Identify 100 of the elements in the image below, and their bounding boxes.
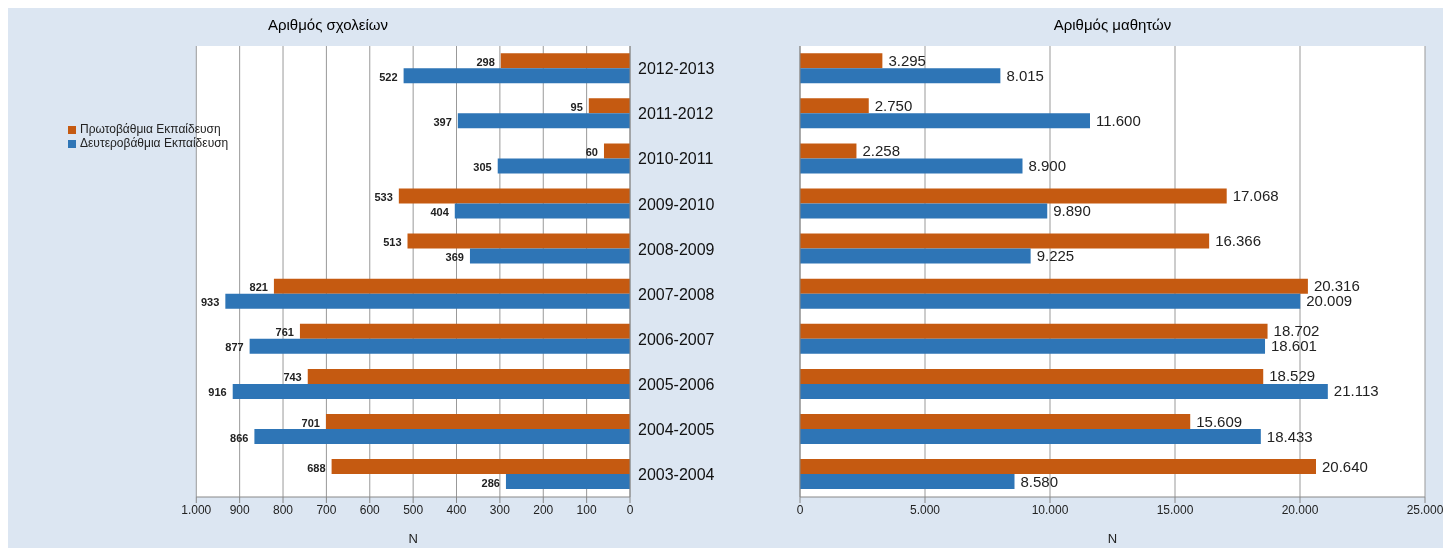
bar [505,474,630,490]
bar [800,98,869,114]
bar [232,383,630,399]
bar [800,278,1308,294]
legend-label: Πρωτοβάθμια Εκπαίδευση [80,122,221,136]
data-label: 21.113 [1333,382,1379,400]
bar [407,233,630,249]
y-tick-label: 2003-2004 [638,466,715,484]
x-tick-label: 100 [576,502,597,517]
bar [800,323,1268,339]
bar [398,188,630,204]
data-label: 8.580 [1020,472,1059,490]
data-label: 286 [481,476,500,489]
bar [800,429,1261,445]
data-label: 15.609 [1196,412,1243,430]
x-axis-title: N [1107,531,1118,546]
data-label: 2.750 [874,96,913,114]
bar [800,368,1264,384]
bar [225,293,630,309]
x-tick-label: 900 [229,502,250,517]
bar [800,143,857,159]
bar [800,113,1090,129]
data-label: 18.433 [1266,427,1313,445]
data-label: 369 [445,251,464,264]
data-label: 3.295 [888,51,926,69]
data-label: 11.600 [1096,111,1141,129]
bar [800,233,1210,249]
x-tick-label: 15.000 [1156,502,1194,517]
bar [299,323,630,339]
y-tick-label: 2008-2009 [638,240,715,258]
bar [800,474,1015,490]
data-label: 522 [379,70,398,83]
data-label: 916 [208,386,227,399]
bar [454,203,630,219]
bar [273,278,630,294]
x-tick-label: 500 [403,502,424,517]
bar [603,143,630,159]
x-tick-label: 300 [489,502,511,517]
bar [800,248,1031,264]
bar [800,383,1328,399]
x-axis-title: N [408,531,418,546]
x-tick-label: 10.000 [1031,502,1069,517]
data-label: 60 [585,145,598,158]
y-tick-label: 2007-2008 [638,285,715,303]
y-tick-label: 2005-2006 [638,375,715,393]
x-tick-label: 5.000 [909,502,941,517]
x-tick-label: 600 [359,502,381,517]
bar [800,158,1023,174]
bar [800,53,883,69]
bar [331,459,630,475]
x-tick-label: 25.000 [1406,502,1444,517]
y-tick-label: 2011-2012 [638,105,714,123]
data-label: 866 [230,431,249,444]
data-label: 95 [570,100,583,113]
bar [800,68,1001,84]
x-tick-label: 20.000 [1281,502,1319,517]
x-tick-label: 1.000 [181,502,212,517]
data-label: 688 [307,461,326,474]
x-tick-label: 800 [273,502,294,517]
data-label: 761 [275,326,294,339]
bar [254,429,630,445]
data-label: 20.640 [1322,457,1368,475]
data-label: 17.068 [1232,187,1279,205]
bar [800,459,1316,475]
data-label: 18.601 [1271,337,1317,355]
bar [800,338,1266,354]
y-tick-label: 2010-2011 [638,150,714,168]
data-label: 397 [433,115,452,128]
bar [800,293,1301,309]
data-label: 701 [301,416,320,429]
bar [800,414,1191,430]
bar [249,338,630,354]
bar [325,414,630,430]
data-label: 9.225 [1036,247,1075,265]
bar [500,53,630,69]
data-label: 2.258 [862,141,900,159]
data-label: 821 [249,281,268,294]
bar [588,98,630,114]
x-tick-label: 0 [626,502,634,517]
data-label: 933 [200,296,220,309]
data-label: 533 [374,191,393,204]
data-label: 298 [476,55,495,68]
data-label: 8.015 [1006,66,1044,84]
bar [497,158,630,174]
data-label: 20.009 [1306,292,1353,310]
bar [800,188,1227,204]
data-label: 404 [430,206,450,219]
data-label: 743 [283,371,302,384]
bar [800,203,1048,219]
y-tick-label: 2012-2013 [638,60,715,78]
data-label: 877 [225,341,244,354]
data-label: 9.890 [1053,202,1091,220]
legend-label: Δευτεροβάθμια Εκπαίδευση [80,136,229,150]
bar [457,113,630,129]
chart-title: Αριθμός μαθητών [1052,15,1173,35]
y-tick-label: 2004-2005 [638,421,715,439]
x-tick-label: 200 [533,502,554,517]
x-tick-label: 700 [316,502,337,517]
bar [307,368,630,384]
y-tick-label: 2009-2010 [638,195,715,213]
